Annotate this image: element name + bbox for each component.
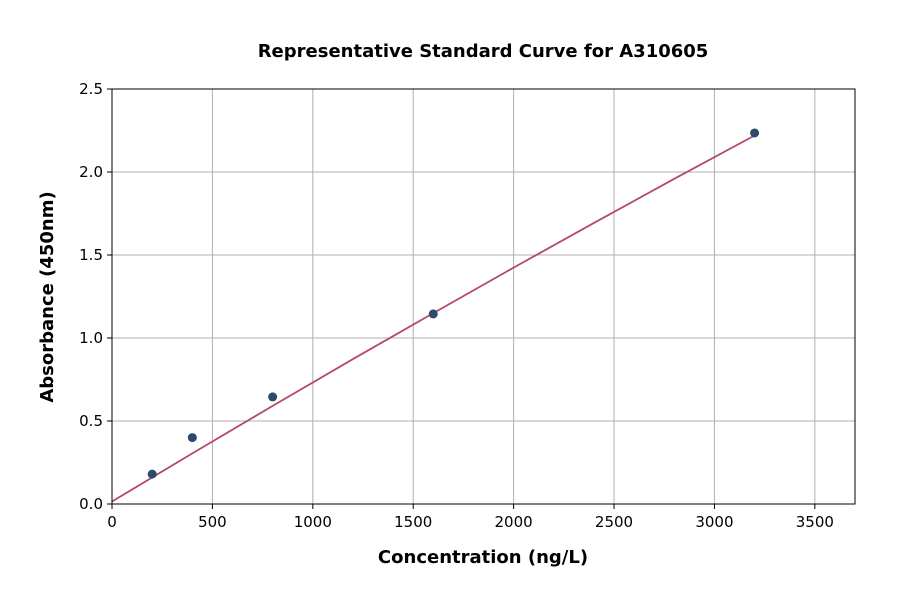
y-tick-label: 1.0 [79, 329, 103, 347]
y-tick-label: 2.5 [79, 80, 103, 98]
y-tick-label: 0.5 [79, 412, 103, 430]
fit-curve-group [111, 134, 756, 503]
data-point [428, 309, 438, 319]
data-point [147, 469, 157, 479]
grid [111, 88, 855, 505]
x-tick-label: 0 [107, 513, 117, 531]
x-tick-label: 3500 [796, 513, 834, 531]
data-point [750, 128, 760, 138]
data-point [268, 392, 278, 402]
x-tick-label: 2000 [495, 513, 533, 531]
fit-curve-line [111, 134, 756, 503]
axis-ticks: 0 500 1000 1500 2000 2500 3000 3500 0.0 0.5 1.0 1.5… [79, 80, 834, 531]
y-tick-label: 1.5 [79, 246, 103, 264]
y-tick-label: 2.0 [79, 163, 103, 181]
y-tick-label: 0.0 [79, 495, 103, 513]
x-tick-label: 500 [198, 513, 227, 531]
plot-frame [111, 88, 856, 505]
y-axis-label: Absorbance (450nm) [37, 191, 58, 402]
x-tick-label: 1500 [394, 513, 432, 531]
data-point [187, 433, 197, 443]
x-tick-label: 1000 [294, 513, 332, 531]
chart-title: Representative Standard Curve for A31060… [258, 41, 709, 62]
x-axis-label: Concentration (ng/L) [378, 547, 588, 568]
data-points [147, 128, 760, 479]
x-tick-label: 2500 [595, 513, 633, 531]
x-tick-label: 3000 [695, 513, 733, 531]
